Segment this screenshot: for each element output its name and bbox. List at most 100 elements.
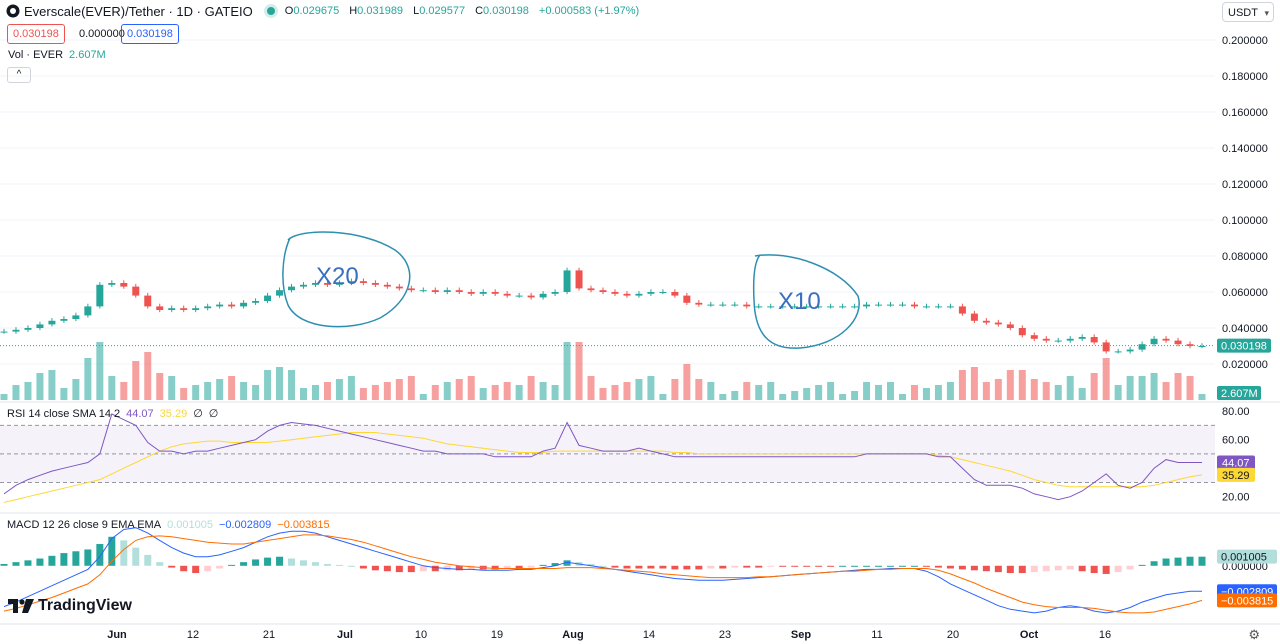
volume-bar (1162, 382, 1170, 400)
candle (922, 306, 930, 308)
volume-bar (1042, 382, 1050, 400)
volume-bar (563, 342, 571, 400)
volume-bar (60, 388, 68, 400)
symbol-header: Everscale(EVER)/Tether · 1D · GATEIO O0.… (0, 0, 639, 22)
macd-histogram-bar (276, 556, 284, 566)
volume-bar (0, 394, 8, 400)
macd-histogram-bar (719, 565, 727, 569)
volume-bar (467, 376, 475, 400)
time-axis-tick: Sep (791, 629, 811, 641)
macd-histogram-bar (1078, 565, 1086, 572)
volume-bar (635, 379, 643, 400)
sell-price-button[interactable]: 0.030198 (7, 24, 65, 44)
candle (647, 292, 655, 294)
candle (1018, 328, 1026, 336)
annotation-circle (282, 231, 411, 328)
candle (719, 304, 727, 306)
macd-histogram-bar (647, 565, 655, 569)
macd-histogram-bar (132, 547, 140, 566)
price-axis-tick: 0.020000 (1222, 359, 1268, 371)
brand-name: TradingView (38, 597, 132, 614)
candle (443, 290, 451, 292)
candle (359, 281, 367, 283)
macd-histogram-bar (48, 555, 56, 566)
volume-bar (1138, 376, 1146, 400)
price-axis-tick: 0.080000 (1222, 251, 1268, 263)
price-axis-tick: 0.140000 (1222, 143, 1268, 155)
macd-histogram-bar (827, 565, 835, 567)
volume-bar (719, 394, 727, 400)
macd-histogram-bar (851, 565, 859, 567)
volume-bar (252, 385, 260, 400)
volume-bar (839, 394, 847, 400)
collapse-legend-button[interactable]: ^ (7, 67, 31, 83)
volume-bar (958, 370, 966, 400)
macd-histogram-bar (288, 558, 296, 566)
macd-histogram-bar (1174, 557, 1182, 566)
settings-icon[interactable]: ⚙ (1248, 627, 1260, 642)
price-axis-tick: 0.200000 (1222, 35, 1268, 47)
macd-histogram-bar (1018, 565, 1026, 574)
candle (707, 304, 715, 306)
volume-bar (827, 382, 835, 400)
macd-histogram-bar (1054, 565, 1062, 571)
macd-histogram-bar (144, 554, 152, 566)
macd-histogram-bar (899, 565, 906, 567)
candle (815, 306, 823, 308)
macd-histogram-bar (791, 565, 799, 567)
buy-price-button[interactable]: 0.030198 (121, 24, 179, 44)
candle (72, 315, 80, 319)
macd-histogram-bar (611, 565, 619, 568)
macd-histogram-bar (910, 565, 918, 567)
time-axis-tick: 23 (719, 629, 731, 641)
candle (1138, 344, 1146, 350)
low-label: L (413, 5, 420, 17)
candle (395, 286, 403, 289)
time-axis-tick: 19 (491, 629, 503, 641)
candle (407, 288, 415, 291)
macd-histogram-bar (1030, 565, 1038, 573)
volume-bar (1006, 370, 1014, 400)
time-axis-tick: Aug (562, 629, 583, 641)
candle (803, 306, 811, 308)
macd-histogram-bar (695, 565, 703, 570)
macd-line (3, 527, 1203, 614)
price-axis-tick: 0.100000 (1222, 215, 1268, 227)
macd-histogram-bar (659, 565, 667, 569)
candle (228, 304, 236, 307)
volume-bar (491, 385, 499, 400)
macd-histogram-bar (36, 558, 44, 566)
candle (144, 295, 152, 307)
candle (611, 292, 619, 294)
currency-selector[interactable]: USDT ▾ (1222, 2, 1274, 22)
volume-legend-label: Vol · EVER (8, 49, 64, 61)
candle (1102, 342, 1110, 352)
volume-bar (647, 376, 655, 400)
rsi-value-label: 44.07 (1222, 457, 1250, 469)
volume-bar (779, 394, 787, 400)
macd-histogram-bar (407, 565, 415, 573)
candle (899, 304, 906, 306)
symbol-title: Everscale(EVER)/Tether · 1D · GATEIO (24, 3, 253, 19)
close-label: C (475, 5, 484, 17)
volume-legend: Vol · EVER 2.607M (8, 49, 106, 61)
macd-histogram-bar (731, 565, 739, 568)
volume-bar (599, 388, 607, 400)
candle (1174, 340, 1182, 345)
macd-histogram-bar (683, 565, 691, 570)
price-axis-tick: 0.120000 (1222, 179, 1268, 191)
volume-bar (887, 382, 895, 400)
last-price-label: 0.030198 (1221, 341, 1267, 353)
candle (563, 270, 571, 292)
time-axis-tick: 11 (871, 629, 882, 641)
macd-histogram-bar (1162, 558, 1170, 566)
volume-bar (1078, 388, 1086, 400)
tradingview-logo[interactable]: TradingView (8, 597, 132, 615)
macd-histogram-bar (1006, 565, 1014, 574)
candle (204, 306, 212, 309)
candle (240, 302, 248, 307)
symbol-info[interactable]: Everscale(EVER)/Tether · 1D · GATEIO (0, 4, 253, 19)
time-axis-tick: 16 (1099, 629, 1111, 641)
volume-bar (731, 391, 739, 400)
